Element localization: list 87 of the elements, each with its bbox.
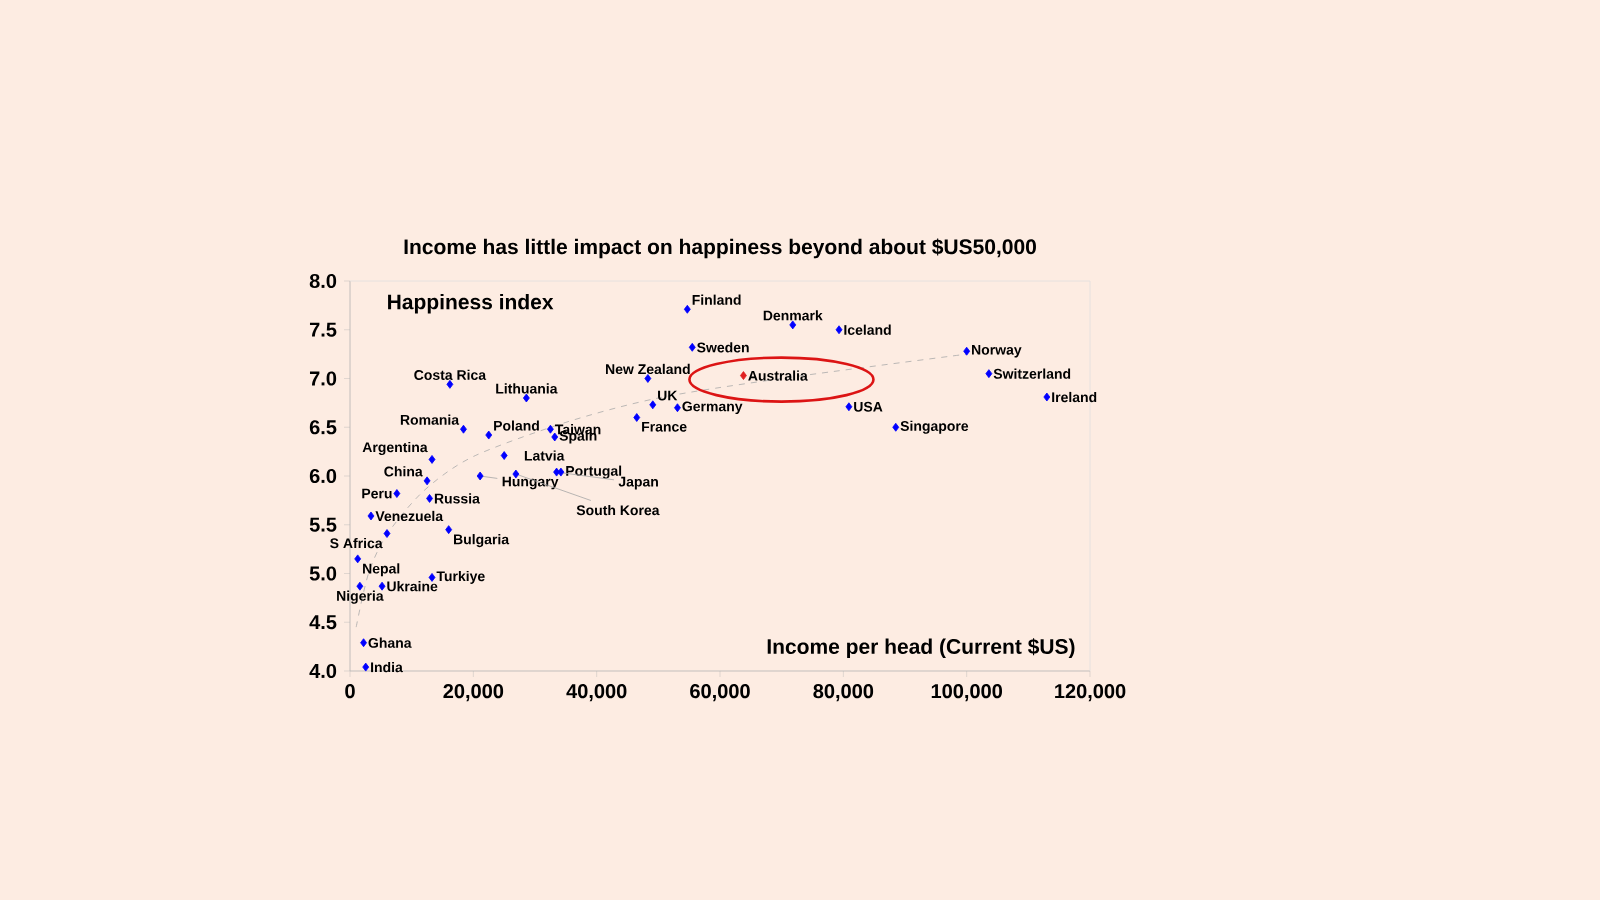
y-tick-label: 6.5 (309, 420, 337, 435)
point (423, 476, 431, 486)
x-tick-label: 20,000 (443, 684, 504, 702)
y-tick-label: 5.0 (309, 566, 337, 581)
annotation: Romania (400, 414, 460, 425)
point (553, 467, 560, 477)
y-tick-label: 5.5 (309, 517, 337, 532)
annotation: USA (854, 401, 883, 412)
annotation: Sweden (697, 342, 749, 353)
point (445, 525, 453, 535)
annotation: Australia (748, 370, 808, 381)
annotation: Venezuela (375, 510, 444, 522)
annotation: Denmark (763, 310, 823, 321)
annotation: Finland (692, 294, 741, 305)
point (426, 494, 433, 503)
annotation: New Zealand (606, 363, 690, 375)
chart-title: Income has little impact on happiness beyond about $US50,000 (404, 238, 1036, 259)
point (356, 581, 364, 591)
point (683, 304, 691, 314)
point (522, 393, 530, 403)
x-axis-title: Income per head (Current $US) (767, 638, 1075, 659)
point (1043, 392, 1051, 402)
x-tick-label: 80,000 (813, 684, 874, 702)
annotation: South Korea (576, 504, 660, 516)
annotation: Costa Rica (414, 369, 487, 380)
y-axis-title: Happiness index (388, 293, 554, 314)
x-tick-label: 40,000 (566, 684, 627, 702)
x-tick-label: 0 (345, 684, 355, 699)
annotation: Bulgaria (454, 534, 510, 548)
y-tick-label: 8.0 (309, 273, 337, 289)
annotation: Argentina (362, 441, 428, 456)
point (360, 638, 367, 648)
annotation: Latvia (524, 450, 565, 461)
point (674, 403, 681, 413)
point (649, 400, 657, 410)
y-tick-label: 4.5 (309, 615, 337, 630)
annotation: Ukraine (387, 581, 438, 592)
annotation: Lithuania (496, 383, 558, 394)
point (367, 511, 375, 521)
annotation: France (642, 421, 687, 432)
y-tick-label: 6.0 (309, 468, 337, 484)
point (460, 424, 467, 434)
point (688, 342, 696, 352)
annotation: Switzerland (993, 368, 1071, 379)
point (835, 325, 843, 335)
annotation: Ghana (368, 637, 412, 648)
annotation: UK (658, 390, 678, 401)
point (476, 471, 484, 481)
annotation: India (371, 661, 403, 673)
point (892, 422, 900, 432)
point (845, 402, 853, 412)
annotation: Hungary (502, 476, 559, 490)
annotation: Germany (682, 401, 743, 415)
point (354, 554, 362, 564)
annotation: S Africa (330, 537, 383, 549)
point (633, 413, 641, 422)
annotation: Russia (434, 493, 480, 504)
point (789, 320, 797, 330)
point (428, 455, 436, 464)
y-tick-label: 4.0 (309, 663, 337, 679)
point (393, 489, 401, 498)
point (446, 379, 454, 389)
annotation: China (384, 466, 423, 477)
point (500, 451, 508, 460)
point (644, 374, 652, 383)
point (985, 369, 993, 379)
annotation: Peru (362, 488, 392, 499)
point (383, 529, 391, 538)
point (963, 346, 971, 356)
annotation: Norway (972, 344, 1022, 358)
y-tick-label: 7.5 (309, 322, 337, 337)
point (547, 424, 554, 434)
x-tick-label: 60,000 (690, 684, 750, 702)
point (362, 662, 370, 672)
annotation: Nigeria (337, 590, 384, 604)
annotation: Ireland (1052, 391, 1097, 403)
point (740, 371, 747, 380)
annotation: Singapore (900, 420, 969, 434)
x-tick-label: 120,000 (1055, 684, 1126, 702)
annotation: Poland (494, 420, 539, 431)
annotation: Nepal (363, 563, 400, 577)
y-tick-label: 7.0 (309, 371, 337, 386)
x-tick-label: 100,000 (931, 684, 1003, 702)
point (378, 581, 386, 591)
point (485, 430, 493, 440)
annotation: Iceland (844, 324, 891, 335)
annotation: Turkiye (436, 570, 485, 584)
